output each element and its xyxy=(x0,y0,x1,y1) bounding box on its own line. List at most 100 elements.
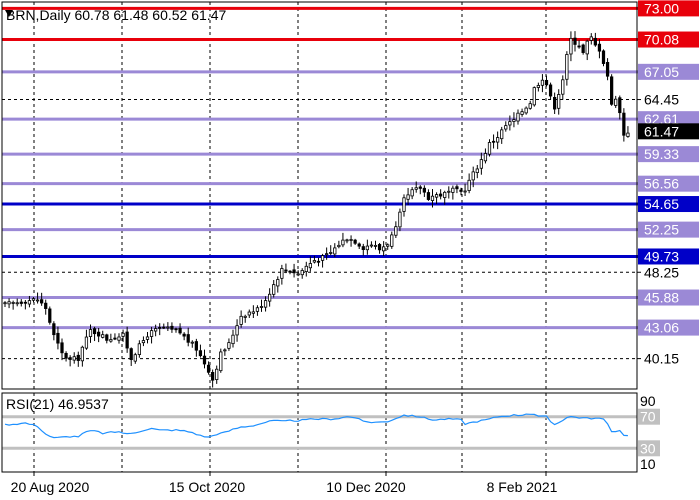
level-price-tag xyxy=(638,289,699,306)
level-price-label: 52.25 xyxy=(644,222,679,238)
candle-body xyxy=(72,356,76,361)
candle-body xyxy=(618,97,622,114)
level-price-tag xyxy=(638,0,699,17)
candle-body xyxy=(92,328,97,335)
candle-body xyxy=(573,37,577,45)
collapse-triangle-icon[interactable] xyxy=(5,10,13,17)
rsi-level-label: 30 xyxy=(640,440,656,456)
candle-body xyxy=(178,327,182,334)
candle-body xyxy=(272,284,276,295)
candle-body xyxy=(300,270,304,276)
candle-body xyxy=(7,301,11,305)
candle-body xyxy=(320,255,325,261)
candle-body xyxy=(483,153,488,162)
candle-body xyxy=(337,244,341,248)
candle-body xyxy=(605,62,610,77)
x-tick-label: 10 Dec 2020 xyxy=(326,479,406,495)
candle-body xyxy=(528,103,532,109)
candle-body xyxy=(76,354,80,361)
candle-body xyxy=(284,269,288,272)
candle-body xyxy=(292,269,296,274)
candle-body xyxy=(377,244,382,251)
candle-body xyxy=(35,299,40,302)
candle-body xyxy=(345,239,349,242)
candle-body xyxy=(353,239,357,244)
candle-body xyxy=(308,263,312,269)
rsi-level-label: 70 xyxy=(640,409,656,425)
candle-body xyxy=(263,300,268,308)
level-price-label: 43.06 xyxy=(644,320,679,336)
level-price-tag xyxy=(638,196,699,213)
candles xyxy=(3,31,630,388)
candle-body xyxy=(325,253,329,256)
candle-body xyxy=(84,336,89,349)
candle-body xyxy=(455,186,459,190)
candle-body xyxy=(561,79,565,95)
candle-body xyxy=(443,191,447,198)
candle-body xyxy=(27,300,32,305)
candle-body xyxy=(349,239,353,241)
candle-body xyxy=(3,302,7,305)
rsi-tick-label: 90 xyxy=(640,393,656,409)
candle-body xyxy=(31,298,36,301)
candle-body xyxy=(557,94,561,109)
candle-body xyxy=(316,260,321,263)
candle-body xyxy=(129,348,133,360)
candle-body xyxy=(512,119,516,122)
candle-body xyxy=(239,315,243,325)
candle-body xyxy=(524,107,528,114)
candle-body xyxy=(64,352,68,359)
level-price-label: 62.61 xyxy=(644,111,679,127)
candle-body xyxy=(206,364,211,373)
candle-body xyxy=(614,98,618,106)
y-tick-label: 40.15 xyxy=(644,351,679,367)
level-price-label: 70.08 xyxy=(644,32,679,48)
level-price-label: 45.88 xyxy=(644,290,679,306)
candle-body xyxy=(601,50,606,64)
y-tick-label: 64.45 xyxy=(644,92,679,108)
candle-body xyxy=(536,85,540,88)
candle-body xyxy=(544,79,549,86)
candle-body xyxy=(231,334,235,345)
candle-body xyxy=(154,328,158,332)
candle-body xyxy=(251,311,255,314)
candle-body xyxy=(402,197,406,212)
candle-body xyxy=(365,245,369,251)
candle-body xyxy=(255,307,260,312)
candle-body xyxy=(158,327,162,329)
rsi-level-tag xyxy=(638,440,660,457)
candle-body xyxy=(259,306,264,308)
rsi-line xyxy=(4,413,628,439)
candle-body xyxy=(121,332,125,337)
rsi-title: RSI(21) 46.9537 xyxy=(6,396,109,412)
candle-body xyxy=(341,239,345,246)
level-price-tag xyxy=(638,175,699,192)
candle-body xyxy=(162,326,166,329)
candle-body xyxy=(418,186,422,189)
candle-body xyxy=(215,368,219,380)
level-price-label: 73.00 xyxy=(644,0,679,16)
candle-body xyxy=(540,79,545,86)
candle-body xyxy=(40,299,44,304)
x-axis-labels: 20 Aug 2020 15 Oct 2020 10 Dec 2020 8 Feb 2… xyxy=(11,472,558,495)
candle-body xyxy=(198,350,203,357)
candle-body xyxy=(80,346,84,362)
level-price-label: 54.65 xyxy=(644,196,679,212)
candle-body xyxy=(125,331,129,349)
candle-body xyxy=(186,334,190,343)
level-price-tag xyxy=(638,63,699,80)
candle-body xyxy=(15,302,19,305)
candle-body xyxy=(426,192,431,200)
candle-body xyxy=(137,343,141,355)
candle-body xyxy=(508,121,512,126)
level-price-tag xyxy=(638,111,699,128)
candle-body xyxy=(113,337,117,340)
candle-body xyxy=(439,193,443,197)
candle-body xyxy=(235,325,239,336)
candle-body xyxy=(496,137,500,143)
level-price-tag xyxy=(638,221,699,238)
level-price-label: 67.05 xyxy=(644,64,679,80)
candle-body xyxy=(88,329,93,337)
candle-body xyxy=(553,96,557,110)
